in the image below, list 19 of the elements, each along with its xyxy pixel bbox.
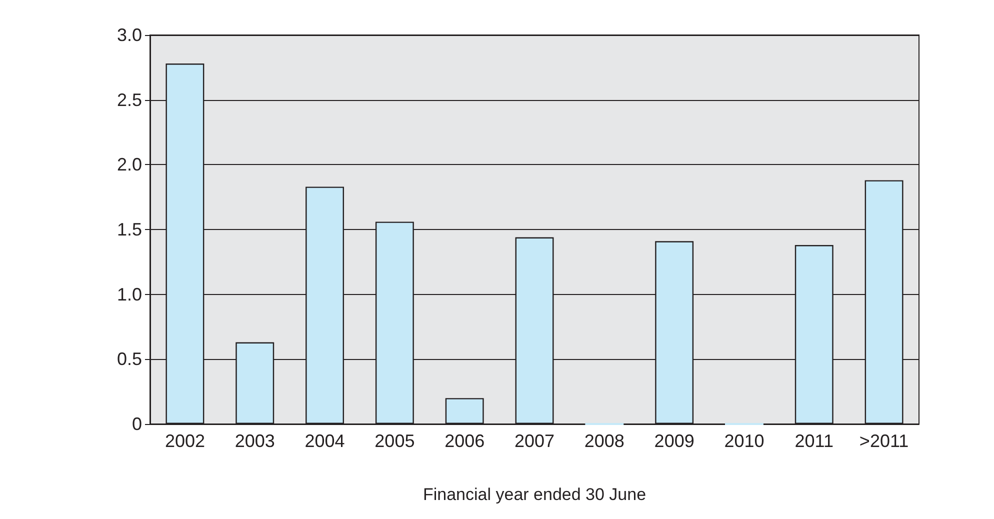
y-tick-label: 1.0 bbox=[116, 284, 142, 304]
x-tick-label: 2009 bbox=[654, 431, 694, 451]
x-axis-title: Financial year ended 30 June bbox=[422, 485, 646, 504]
x-tick-label: 2011 bbox=[794, 431, 834, 451]
x-tick-label: 2010 bbox=[724, 431, 764, 451]
x-tick-label: 2006 bbox=[444, 431, 485, 451]
x-tick-label: 2004 bbox=[304, 431, 345, 451]
x-tick-label: 2003 bbox=[234, 431, 275, 451]
y-tick-label: 0 bbox=[132, 414, 142, 434]
y-tick-label: 2.0 bbox=[116, 154, 142, 175]
x-tick-label: 2007 bbox=[514, 431, 555, 451]
x-tick-label: 2008 bbox=[584, 431, 624, 451]
x-tick-label: 2002 bbox=[164, 431, 205, 451]
x-tick-label: >2011 bbox=[859, 431, 909, 451]
y-tick-label: 0.5 bbox=[116, 349, 142, 370]
y-tick-label: 1.5 bbox=[116, 220, 142, 240]
y-tick-label: 3.0 bbox=[116, 25, 142, 45]
x-tick-label: 2005 bbox=[374, 431, 415, 451]
y-tick-label: 2.5 bbox=[116, 90, 142, 110]
